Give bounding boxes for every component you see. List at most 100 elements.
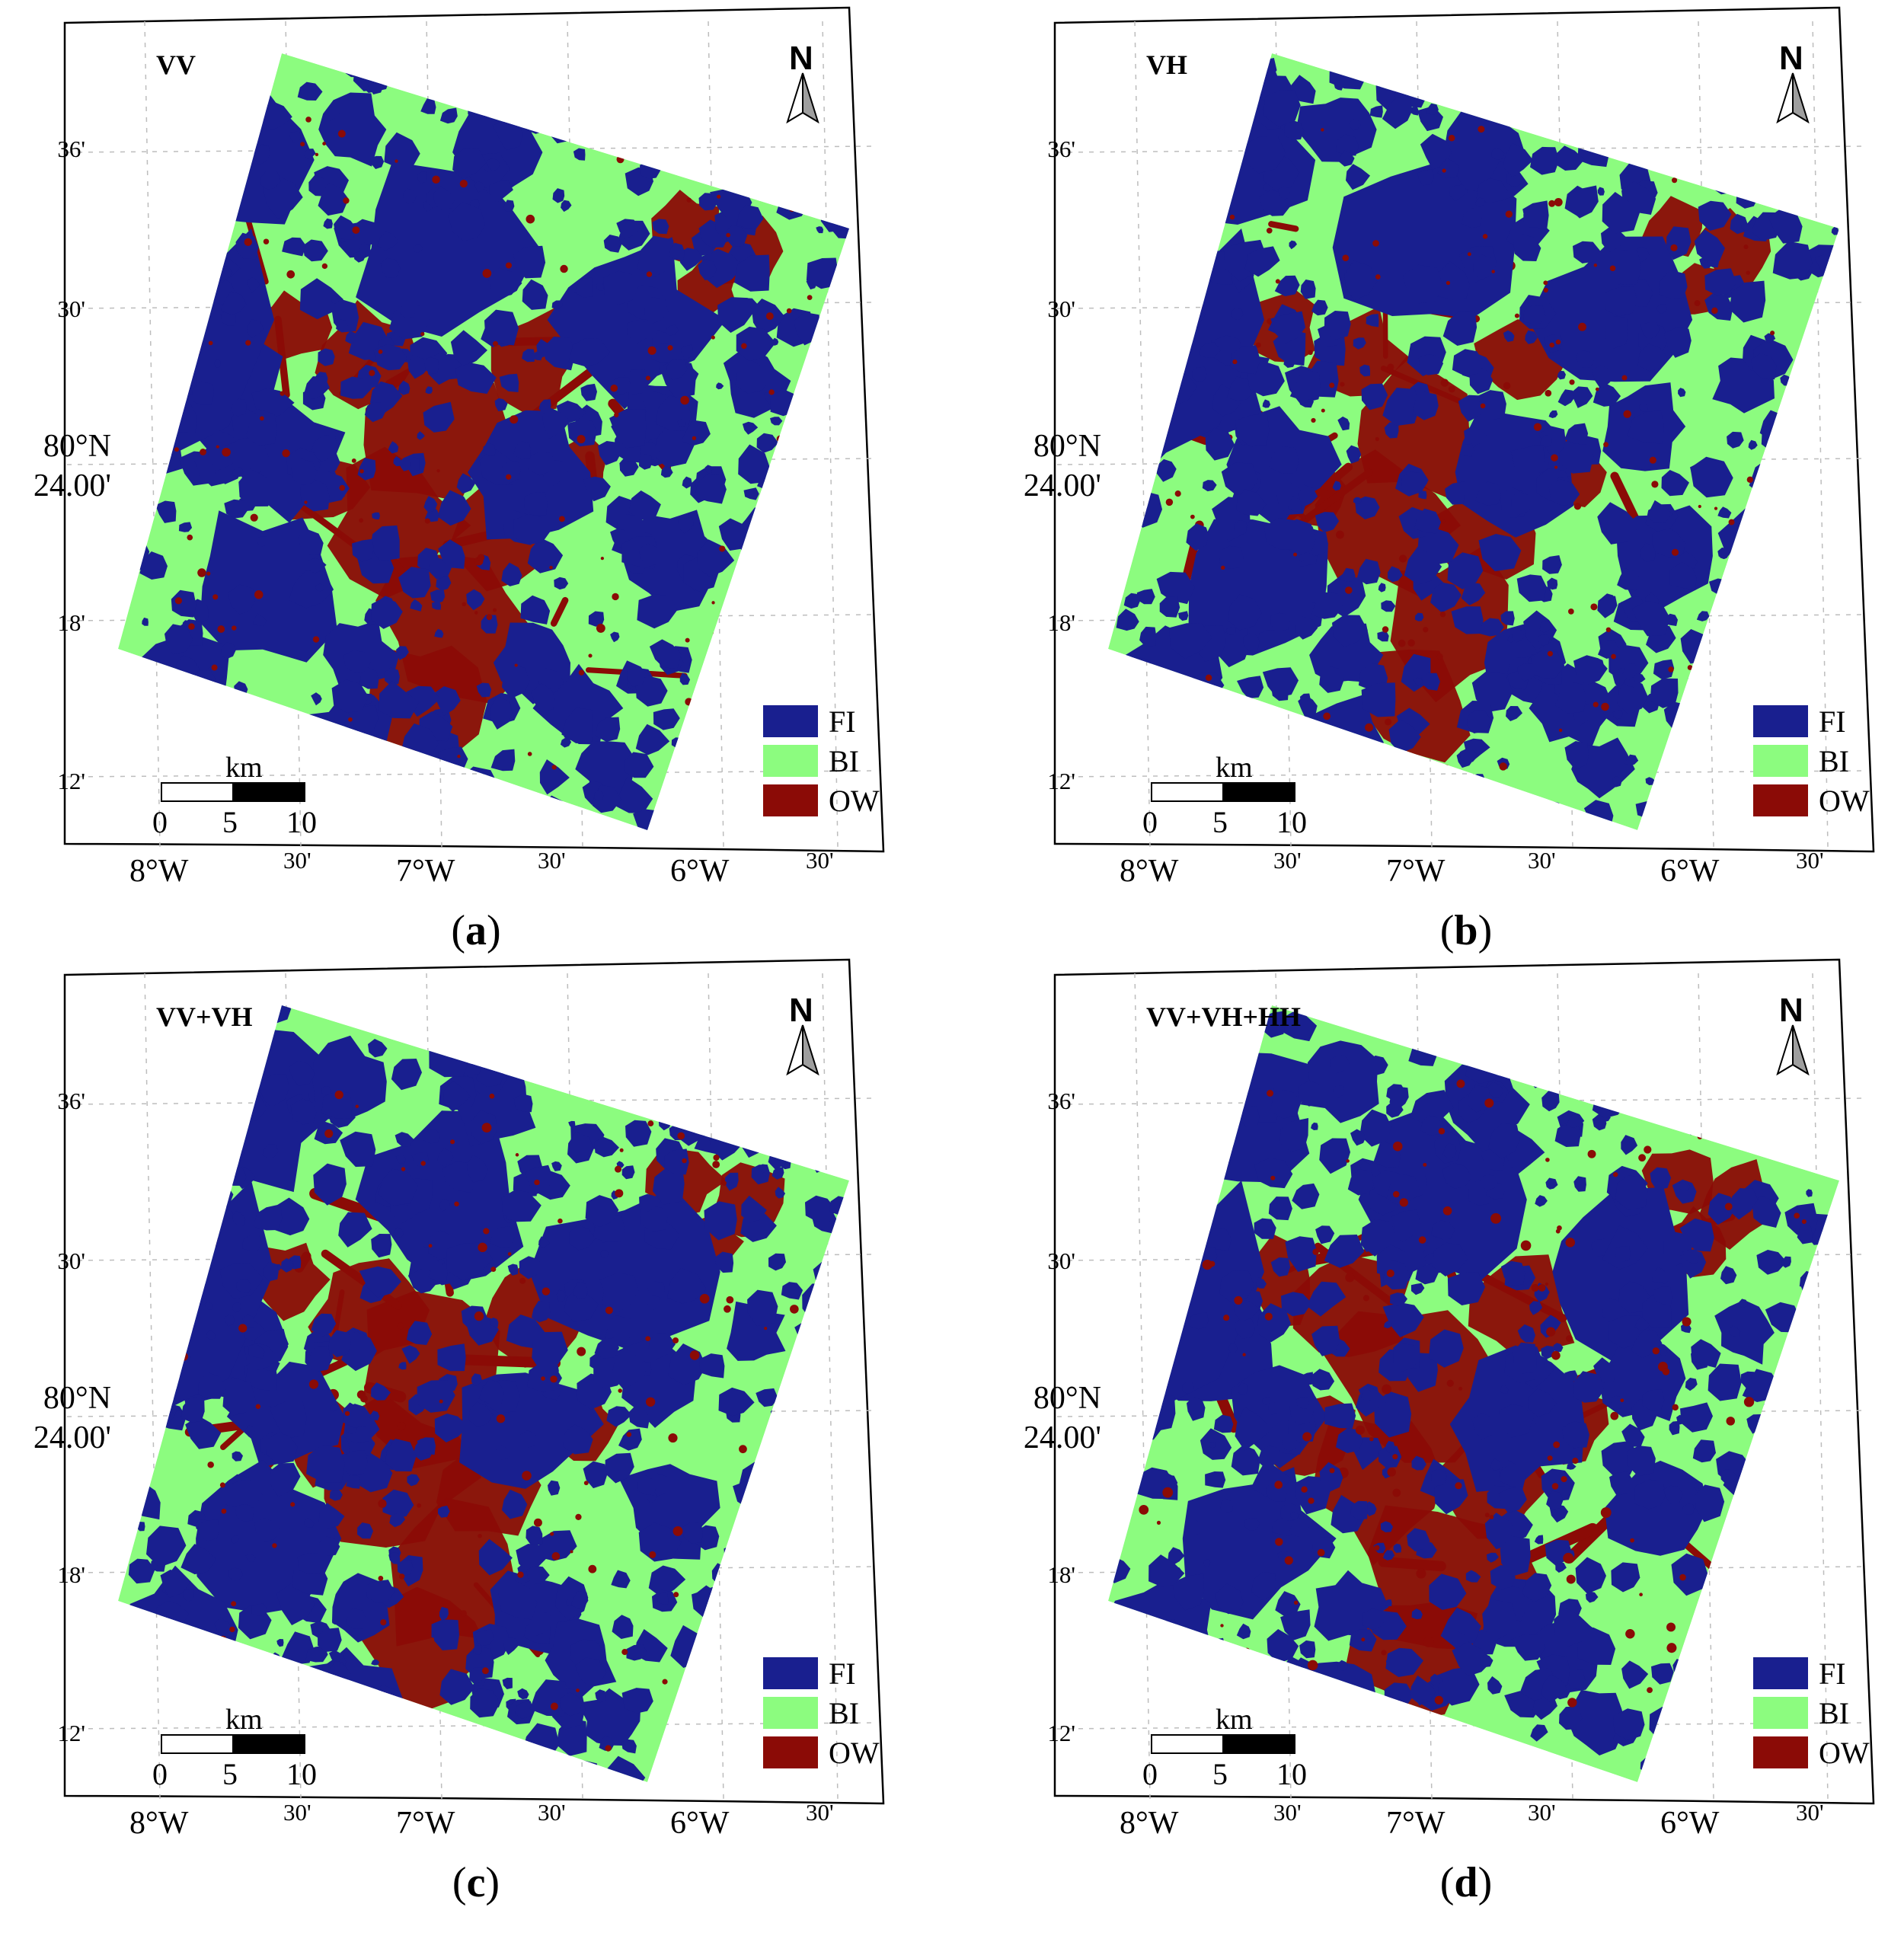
scale-bar-tick: 5 — [1212, 805, 1228, 839]
legend-swatch — [763, 745, 818, 777]
lon-minor-label: 30' — [806, 1799, 834, 1826]
map-canvas — [63, 958, 885, 1805]
legend-swatch — [763, 1697, 818, 1729]
legend-item: BI — [763, 744, 938, 778]
lat-major-label: 80°N — [43, 429, 111, 464]
legend-label: FI — [1819, 1656, 1846, 1691]
lon-minor-label: 30' — [806, 847, 834, 874]
map-frame — [63, 6, 885, 853]
legend-label: FI — [1819, 704, 1846, 739]
scale-bar-tick: 10 — [1276, 1757, 1307, 1791]
lat-major-label: 80°N — [1033, 429, 1101, 464]
scale-bar-tick: 5 — [1212, 1757, 1228, 1791]
lon-major-label: 7°W — [1386, 1806, 1446, 1841]
caption-letter: b — [1454, 907, 1478, 954]
north-label: N — [1779, 992, 1803, 1029]
legend-label: OW — [1819, 1736, 1870, 1770]
legend-label: FI — [829, 1656, 856, 1691]
panel-caption: (d) — [1439, 1859, 1493, 1906]
scale-bar — [1151, 782, 1295, 802]
legend-swatch — [763, 705, 818, 737]
lat-minor-label: 12' — [57, 768, 85, 794]
lon-minor-label: 30' — [538, 847, 566, 874]
lon-major-label: 6°W — [1660, 1806, 1720, 1841]
north-label: N — [1779, 40, 1803, 77]
scale-bar-tick: 10 — [286, 805, 317, 839]
legend-swatch — [1753, 784, 1808, 816]
lat-minor-label: 18' — [57, 609, 85, 636]
lon-minor-label: 30' — [1273, 847, 1302, 874]
legend-label: BI — [829, 1696, 859, 1730]
scale-bar-tick: 5 — [222, 805, 238, 839]
lat-minor-label: 36' — [57, 136, 85, 162]
legend-swatch — [1753, 1697, 1808, 1729]
scale-bar-tick: 10 — [1276, 805, 1307, 839]
sea-ice-classification-image — [1108, 1005, 1839, 1782]
lon-minor-label: 30' — [283, 1799, 311, 1826]
legend-item: FI — [1753, 704, 1904, 739]
legend-item: BI — [763, 1696, 938, 1730]
map-panel-d: VV+VH+HH N 36' 30' 18' 12' 80°N 24.00' 8°W 7°W 6°W… — [990, 952, 1904, 1920]
lat-minor-label: 18' — [57, 1561, 85, 1588]
lat-major-label: 24.00' — [1023, 468, 1101, 503]
scale-bar-tick: 10 — [286, 1757, 317, 1791]
caption-letter: a — [465, 907, 487, 954]
legend-swatch — [1753, 1657, 1808, 1689]
legend-item: BI — [1753, 744, 1904, 778]
lon-major-label: 8°W — [129, 854, 189, 889]
map-frame — [63, 958, 885, 1805]
scale-bar — [1151, 1734, 1295, 1754]
panel-caption: (a) — [451, 907, 501, 954]
legend-swatch — [763, 1657, 818, 1689]
lat-minor-label: 12' — [1047, 768, 1075, 794]
map-canvas — [1053, 6, 1875, 853]
scale-bar-tick: 5 — [222, 1757, 238, 1791]
lat-major-label: 24.00' — [1023, 1420, 1101, 1455]
legend-label: BI — [829, 744, 859, 778]
map-panel-a: VV N 36' 30' 18' 12' 80°N 24.00' 8°W 7°W 6°W 30' 30'… — [0, 0, 952, 968]
lat-minor-label: 12' — [57, 1720, 85, 1746]
lon-minor-label: 30' — [1528, 1799, 1556, 1826]
scale-bar — [161, 1734, 305, 1754]
legend-item: OW — [763, 784, 938, 818]
caption-letter: c — [466, 1859, 486, 1906]
legend-swatch — [1753, 745, 1808, 777]
lon-major-label: 8°W — [1120, 854, 1179, 889]
scale-bar-unit: km — [225, 752, 263, 784]
north-arrow-icon — [1776, 1024, 1810, 1076]
legend-label: FI — [829, 704, 856, 739]
north-label: N — [789, 40, 813, 77]
scale-bar — [161, 782, 305, 802]
lat-minor-label: 30' — [1047, 296, 1075, 322]
lat-major-label: 80°N — [43, 1381, 111, 1416]
lon-minor-label: 30' — [1528, 847, 1556, 874]
lat-major-label: 24.00' — [33, 468, 111, 503]
lon-minor-label: 30' — [538, 1799, 566, 1826]
scale-bar-tick: 0 — [1142, 1757, 1158, 1791]
legend-swatch — [1753, 1736, 1808, 1768]
lat-minor-label: 18' — [1047, 609, 1075, 636]
lat-minor-label: 36' — [1047, 1088, 1075, 1114]
lon-major-label: 6°W — [1660, 854, 1720, 889]
legend-label: OW — [829, 784, 880, 818]
legend-swatch — [763, 1736, 818, 1768]
north-arrow-icon — [786, 1024, 819, 1076]
map-frame — [1053, 958, 1875, 1805]
legend-swatch — [763, 784, 818, 816]
lat-minor-label: 30' — [1047, 1248, 1075, 1274]
lon-major-label: 8°W — [1120, 1806, 1179, 1841]
map-canvas — [63, 6, 885, 853]
legend-item: FI — [763, 704, 938, 739]
lon-minor-label: 30' — [283, 847, 311, 874]
panel-title: VV — [156, 50, 196, 80]
lat-major-label: 24.00' — [33, 1420, 111, 1455]
legend-item: FI — [763, 1656, 938, 1691]
north-label: N — [789, 992, 813, 1029]
legend-item: FI — [1753, 1656, 1904, 1691]
lon-major-label: 7°W — [396, 1806, 455, 1841]
legend-item: BI — [1753, 1696, 1904, 1730]
panel-caption: (b) — [1439, 907, 1493, 954]
legend-label: BI — [1819, 1696, 1849, 1730]
sea-ice-classification-image — [118, 1005, 849, 1782]
legend-swatch — [1753, 705, 1808, 737]
